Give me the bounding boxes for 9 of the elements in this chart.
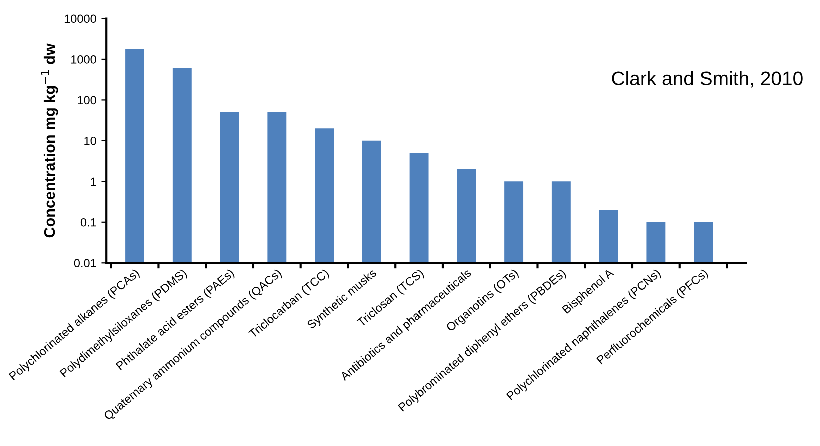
y-tick-label: 100	[78, 96, 96, 105]
y-tick-label: 1	[91, 178, 96, 186]
y-tick-label: 10000	[64, 14, 96, 24]
y-tick-label: 0.1	[80, 218, 96, 227]
y-tick-label: 0.01	[74, 259, 96, 268]
y-axis-title: Concentration mg kg$^{−1}$ dw	[41, 44, 58, 238]
y-tick-label: 10	[84, 136, 96, 146]
y-tick-label: 1000	[72, 56, 96, 64]
annotation: Clark and Smith, 2010	[612, 71, 803, 88]
